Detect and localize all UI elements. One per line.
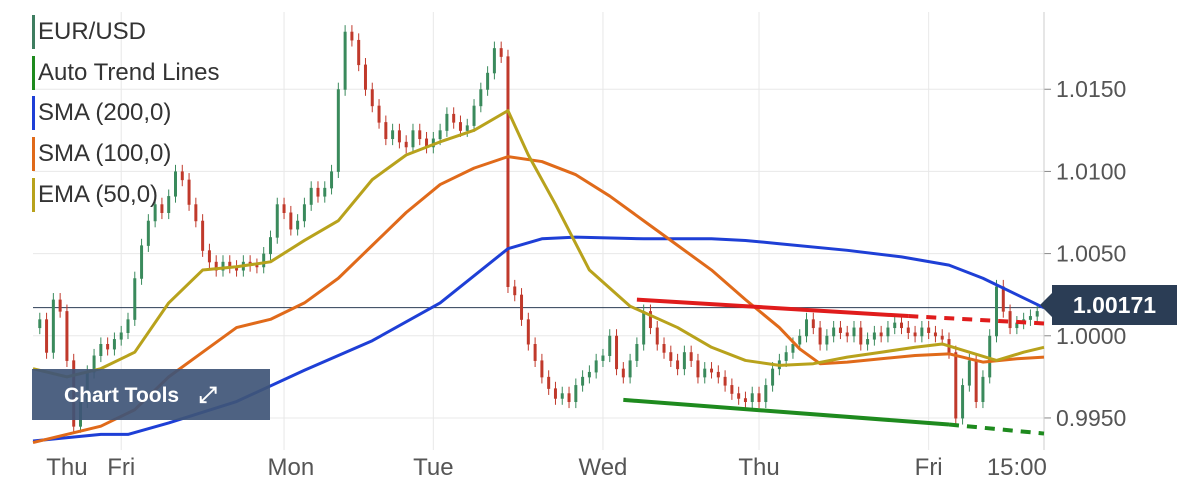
- y-tick-label: 1.0000: [1056, 323, 1126, 349]
- expand-icon: ⤢: [198, 382, 217, 407]
- x-tick-label: Thu: [46, 454, 87, 479]
- legend-item-eurusd: EUR/USD: [32, 12, 219, 53]
- legend-item-ema-50: EMA (50,0): [32, 175, 219, 216]
- resistance-trend-extension: [908, 314, 1045, 326]
- x-tick-label: Fri: [107, 454, 135, 479]
- x-tick-label: Mon: [267, 454, 314, 479]
- chart-tools-button[interactable]: Chart Tools ⤢: [32, 369, 270, 420]
- y-tick-label: 0.9950: [1056, 405, 1126, 431]
- ema50-line: [32, 109, 1045, 379]
- y-tick-label: 1.0150: [1056, 76, 1126, 102]
- x-tick-label: Wed: [578, 454, 627, 479]
- x-tick-label: 15:00: [987, 454, 1047, 479]
- legend-label: Auto Trend Lines: [38, 58, 220, 86]
- resistance-trend-line: [636, 297, 909, 319]
- sma100-line: [32, 155, 1045, 445]
- x-tick-label: Tue: [413, 454, 453, 479]
- legend-label: EMA (50,0): [38, 180, 159, 208]
- current-price-label: 1.00171: [1040, 285, 1177, 325]
- legend-item-sma-200: SMA (200,0): [32, 93, 219, 134]
- y-tick-label: 1.0050: [1056, 241, 1126, 267]
- legend-swatch: [32, 15, 35, 49]
- legend-label: SMA (100,0): [38, 140, 172, 168]
- legend-swatch: [32, 137, 35, 172]
- chart-legend: EUR/USD Auto Trend Lines SMA (200,0) SMA…: [32, 12, 219, 216]
- support-trend-line: [623, 397, 950, 427]
- legend-swatch: [32, 55, 35, 90]
- x-tick-label: Thu: [738, 454, 779, 479]
- legend-item-sma-100: SMA (100,0): [32, 134, 219, 175]
- support-trend-extension: [948, 422, 1045, 436]
- legend-swatch: [32, 96, 35, 131]
- legend-label: EUR/USD: [38, 18, 147, 45]
- chart-tools-label: Chart Tools: [64, 384, 180, 407]
- legend-label: SMA (200,0): [38, 99, 172, 127]
- y-tick-label: 1.0100: [1056, 158, 1126, 184]
- legend-item-auto-trend-lines: Auto Trend Lines: [32, 53, 219, 94]
- legend-swatch: [32, 177, 35, 212]
- x-tick-label: Fri: [915, 454, 943, 479]
